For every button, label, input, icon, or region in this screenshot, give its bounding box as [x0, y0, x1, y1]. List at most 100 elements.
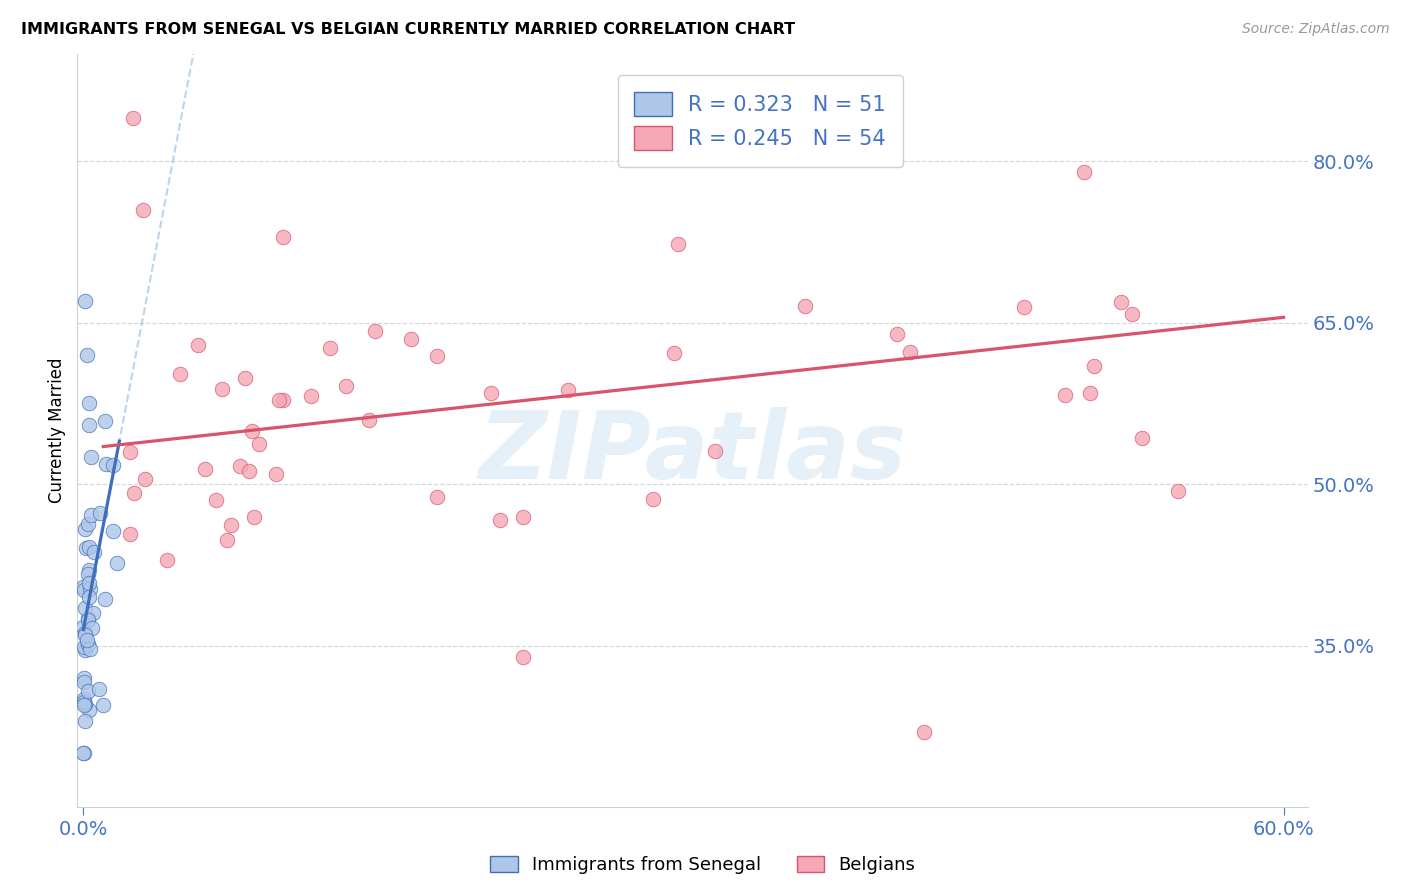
- Point: [105, 556, 128, 570]
- Point: [73, 691, 96, 706]
- Point: [73, 601, 96, 615]
- Point: [80, 508, 103, 522]
- Point: [77, 590, 100, 604]
- Point: [273, 229, 295, 244]
- Point: [898, 344, 921, 359]
- Point: [204, 492, 226, 507]
- Point: [73, 698, 96, 712]
- Point: [77, 541, 100, 555]
- Point: [187, 338, 209, 352]
- Point: [122, 485, 145, 500]
- Point: [77, 567, 100, 582]
- Point: [76, 633, 98, 648]
- Text: IMMIGRANTS FROM SENEGAL VS BELGIAN CURRENTLY MARRIED CORRELATION CHART: IMMIGRANTS FROM SENEGAL VS BELGIAN CURRE…: [21, 22, 796, 37]
- Point: [912, 724, 935, 739]
- Point: [75, 294, 97, 309]
- Point: [479, 386, 502, 401]
- Point: [73, 675, 96, 690]
- Point: [83, 544, 105, 558]
- Point: [512, 649, 534, 664]
- Point: [399, 332, 422, 346]
- Point: [96, 457, 118, 471]
- Point: [211, 383, 233, 397]
- Point: [79, 563, 101, 577]
- Point: [91, 698, 114, 712]
- Y-axis label: Currently Married: Currently Married: [48, 358, 66, 503]
- Point: [557, 383, 579, 397]
- Point: [243, 509, 266, 524]
- Point: [426, 491, 449, 505]
- Point: [120, 445, 142, 459]
- Point: [76, 610, 98, 624]
- Point: [489, 513, 512, 527]
- Point: [80, 621, 103, 635]
- Point: [641, 492, 664, 507]
- Point: [72, 619, 94, 633]
- Point: [75, 625, 97, 640]
- Point: [94, 592, 117, 607]
- Point: [77, 702, 100, 716]
- Point: [79, 641, 101, 656]
- Point: [215, 533, 238, 547]
- Point: [194, 461, 217, 475]
- Point: [1083, 359, 1105, 374]
- Point: [666, 236, 689, 251]
- Point: [264, 467, 287, 482]
- Point: [229, 458, 252, 473]
- Point: [77, 613, 100, 627]
- Point: [73, 697, 96, 711]
- Point: [793, 299, 815, 313]
- Point: [156, 553, 179, 567]
- Point: [77, 683, 100, 698]
- Point: [335, 378, 357, 392]
- Point: [233, 371, 256, 385]
- Point: [271, 392, 294, 407]
- Point: [359, 413, 381, 427]
- Point: [82, 606, 104, 620]
- Point: [169, 367, 191, 381]
- Point: [364, 324, 387, 338]
- Point: [77, 575, 100, 590]
- Point: [1109, 295, 1132, 310]
- Text: Source: ZipAtlas.com: Source: ZipAtlas.com: [1241, 22, 1389, 37]
- Point: [886, 326, 908, 341]
- Point: [1130, 431, 1153, 445]
- Point: [79, 417, 101, 432]
- Point: [73, 640, 96, 654]
- Point: [72, 747, 94, 761]
- Point: [662, 345, 685, 359]
- Point: [101, 458, 124, 473]
- Point: [1073, 165, 1095, 179]
- Point: [319, 341, 342, 355]
- Point: [80, 450, 103, 465]
- Point: [77, 637, 100, 651]
- Text: ZIPatlas: ZIPatlas: [478, 407, 907, 499]
- Point: [94, 414, 117, 428]
- Point: [512, 509, 534, 524]
- Point: [73, 695, 96, 709]
- Point: [704, 443, 727, 458]
- Point: [75, 628, 97, 642]
- Legend: Immigrants from Senegal, Belgians: Immigrants from Senegal, Belgians: [484, 848, 922, 881]
- Point: [269, 393, 291, 408]
- Point: [75, 541, 97, 556]
- Point: [1053, 388, 1076, 402]
- Point: [247, 437, 270, 451]
- Point: [79, 396, 101, 410]
- Point: [1078, 386, 1101, 401]
- Point: [219, 518, 242, 533]
- Point: [132, 202, 155, 217]
- Point: [89, 681, 111, 696]
- Point: [73, 522, 96, 536]
- Point: [1167, 483, 1189, 498]
- Point: [76, 517, 98, 532]
- Point: [73, 671, 96, 685]
- Point: [89, 506, 111, 520]
- Point: [76, 348, 98, 362]
- Point: [1012, 300, 1035, 314]
- Point: [299, 388, 322, 402]
- Point: [238, 464, 260, 478]
- Point: [122, 111, 145, 125]
- Point: [240, 424, 263, 438]
- Point: [120, 526, 142, 541]
